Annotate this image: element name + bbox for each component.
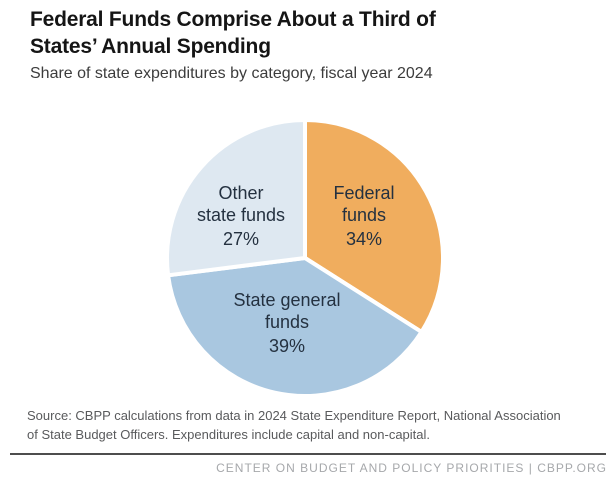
source-note: Source: CBPP calculations from data in 2… xyxy=(27,406,561,444)
chart-subtitle: Share of state expenditures by category,… xyxy=(30,65,433,82)
source-note-line-2: of State Budget Officers. Expenditures i… xyxy=(27,427,431,442)
chart-title: Federal Funds Comprise About a Third of … xyxy=(30,6,436,60)
chart-title-line-2: States’ Annual Spending xyxy=(30,35,271,58)
pie-slice-state-general-funds xyxy=(166,256,424,398)
pie-label-state-general-funds: State general funds 39% xyxy=(233,289,340,357)
pie-label-text-line: State general xyxy=(233,290,341,310)
org-branding: CENTER ON BUDGET AND POLICY PRIORITIES |… xyxy=(216,461,607,475)
chart-title-line-1: Federal Funds Comprise About a Third of xyxy=(30,8,436,31)
source-note-line-1: Source: CBPP calculations from data in 2… xyxy=(27,408,561,423)
pie-label-value: 34% xyxy=(345,229,383,249)
pie-label-federal-funds: Federal funds 34% xyxy=(333,182,394,250)
pie-label-text-line: state funds xyxy=(196,205,286,225)
pie-label-text-line: Federal xyxy=(333,183,395,203)
pie-slice-other-state-funds xyxy=(165,118,307,278)
pie-label-value: 27% xyxy=(222,229,260,249)
footer-divider xyxy=(10,453,606,455)
pie-label-text-line: funds xyxy=(341,205,387,225)
pie-label-text-line: funds xyxy=(264,312,310,332)
pie-label-text-line: Other xyxy=(218,183,264,203)
pie-label-value: 39% xyxy=(268,336,306,356)
pie-label-other-state-funds: Other state funds 27% xyxy=(197,182,285,250)
